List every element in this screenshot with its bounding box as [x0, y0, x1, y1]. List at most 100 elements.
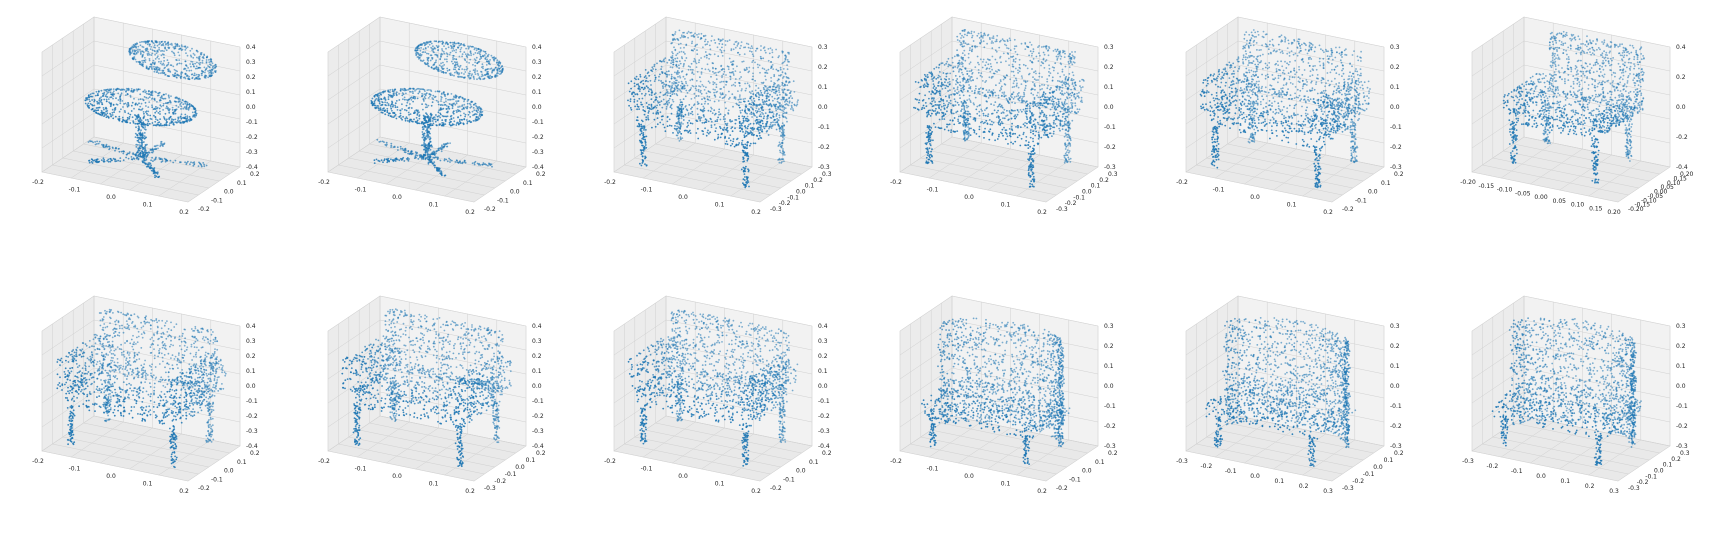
- data-point: [152, 62, 154, 64]
- data-point: [437, 49, 440, 51]
- data-point: [458, 42, 460, 45]
- data-point: [154, 50, 156, 53]
- data-point: [696, 113, 699, 116]
- data-point: [641, 125, 643, 128]
- y-tick-label: -0.1: [497, 197, 509, 204]
- data-point: [138, 102, 140, 105]
- data-point: [444, 123, 447, 125]
- data-point: [157, 147, 159, 150]
- data-point: [475, 49, 478, 52]
- data-point: [473, 78, 475, 80]
- data-point: [692, 60, 695, 63]
- data-point: [135, 60, 138, 63]
- data-point: [665, 70, 668, 73]
- data-point: [147, 165, 150, 168]
- data-point: [676, 125, 678, 128]
- data-point: [145, 111, 147, 113]
- data-point: [105, 110, 108, 113]
- data-point: [399, 88, 402, 90]
- x-tick-label: -0.2: [32, 179, 44, 186]
- data-point: [159, 113, 161, 115]
- data-point: [126, 116, 129, 119]
- data-point: [493, 68, 496, 71]
- data-point: [451, 104, 454, 107]
- data-point: [378, 92, 381, 94]
- data-point: [795, 104, 798, 107]
- data-point: [783, 60, 786, 63]
- data-point: [156, 171, 159, 174]
- data-point: [463, 118, 465, 121]
- data-point: [466, 121, 469, 123]
- data-point: [195, 65, 198, 68]
- data-point: [194, 108, 197, 110]
- data-point: [143, 132, 146, 134]
- data-point: [450, 93, 453, 95]
- data-point: [776, 118, 778, 120]
- data-point: [715, 74, 718, 76]
- data-point: [96, 160, 98, 163]
- data-point: [675, 122, 677, 125]
- data-point: [750, 50, 753, 53]
- data-point: [154, 53, 157, 56]
- data-point: [126, 104, 128, 106]
- data-point: [792, 80, 795, 83]
- data-point: [719, 136, 722, 139]
- data-point: [754, 120, 757, 122]
- data-point: [742, 178, 745, 181]
- data-point: [98, 101, 101, 103]
- data-point: [746, 112, 748, 115]
- data-point: [94, 141, 96, 143]
- data-point: [427, 104, 430, 107]
- data-point: [144, 145, 146, 148]
- data-point: [387, 114, 390, 117]
- data-point: [156, 49, 159, 52]
- data-point: [423, 142, 425, 144]
- data-point: [785, 98, 787, 101]
- data-point: [101, 143, 103, 146]
- data-point: [442, 107, 445, 110]
- data-point: [734, 85, 737, 87]
- data-point: [153, 65, 155, 68]
- data-point: [121, 100, 124, 102]
- data-point: [414, 49, 417, 51]
- data-point: [489, 63, 491, 66]
- data-point: [140, 138, 142, 141]
- data-point: [180, 72, 183, 74]
- data-point: [123, 103, 125, 105]
- data-point: [480, 55, 482, 58]
- data-point: [691, 40, 694, 43]
- data-point: [777, 97, 780, 99]
- data-point: [133, 53, 135, 55]
- data-point: [387, 90, 389, 93]
- data-point: [420, 47, 422, 49]
- data-point: [424, 106, 427, 109]
- x-tick-label: -0.2: [318, 179, 330, 186]
- data-point: [712, 81, 715, 83]
- data-point: [650, 89, 653, 92]
- data-point: [756, 116, 758, 118]
- data-point: [211, 66, 214, 69]
- data-point: [123, 110, 126, 112]
- data-point: [679, 136, 682, 139]
- data-point: [777, 56, 780, 59]
- data-point: [777, 124, 780, 127]
- data-point: [381, 101, 383, 103]
- data-point: [137, 51, 139, 54]
- data-point: [150, 63, 153, 66]
- data-point: [173, 100, 176, 103]
- data-point: [678, 117, 681, 120]
- data-point: [630, 80, 633, 83]
- data-point: [150, 65, 153, 68]
- data-point: [700, 103, 703, 105]
- data-point: [422, 138, 425, 141]
- data-point: [781, 84, 784, 86]
- data-point: [746, 127, 749, 130]
- data-point: [640, 164, 643, 167]
- data-point: [426, 154, 429, 156]
- data-point: [134, 136, 137, 139]
- data-point: [435, 59, 437, 62]
- data-point: [772, 121, 774, 124]
- data-point: [167, 95, 170, 98]
- data-point: [454, 96, 457, 99]
- data-point: [760, 115, 763, 118]
